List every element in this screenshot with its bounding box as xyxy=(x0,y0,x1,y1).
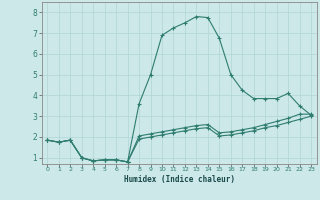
X-axis label: Humidex (Indice chaleur): Humidex (Indice chaleur) xyxy=(124,175,235,184)
